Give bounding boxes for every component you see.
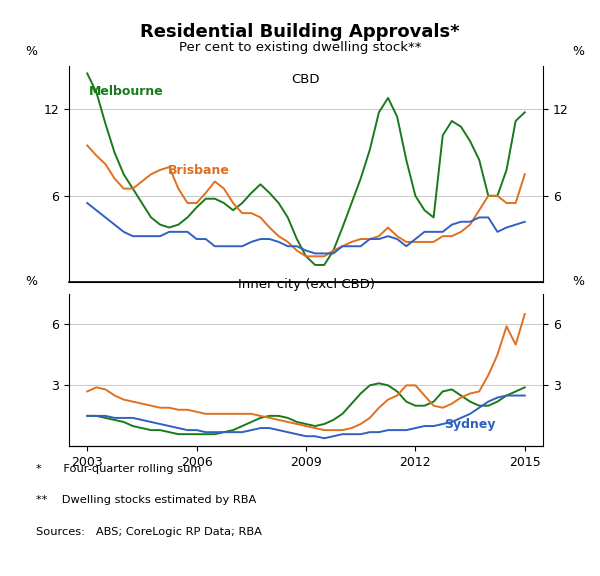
Text: %: %	[25, 275, 37, 287]
Text: Brisbane: Brisbane	[167, 164, 229, 177]
Text: **    Dwelling stocks estimated by RBA: ** Dwelling stocks estimated by RBA	[36, 495, 256, 505]
Text: Sources:   ABS; CoreLogic RP Data; RBA: Sources: ABS; CoreLogic RP Data; RBA	[36, 527, 262, 537]
Text: %: %	[572, 44, 584, 58]
Text: Per cent to existing dwelling stock**: Per cent to existing dwelling stock**	[179, 41, 421, 55]
Text: Inner city (excl CBD): Inner city (excl CBD)	[238, 278, 374, 291]
Text: *      Four-quarter rolling sum: * Four-quarter rolling sum	[36, 464, 202, 473]
Text: CBD: CBD	[292, 73, 320, 86]
Text: %: %	[25, 44, 37, 58]
Text: Residential Building Approvals*: Residential Building Approvals*	[140, 23, 460, 41]
Text: Melbourne: Melbourne	[89, 85, 164, 98]
Text: %: %	[572, 275, 584, 287]
Text: Sydney: Sydney	[445, 418, 496, 431]
